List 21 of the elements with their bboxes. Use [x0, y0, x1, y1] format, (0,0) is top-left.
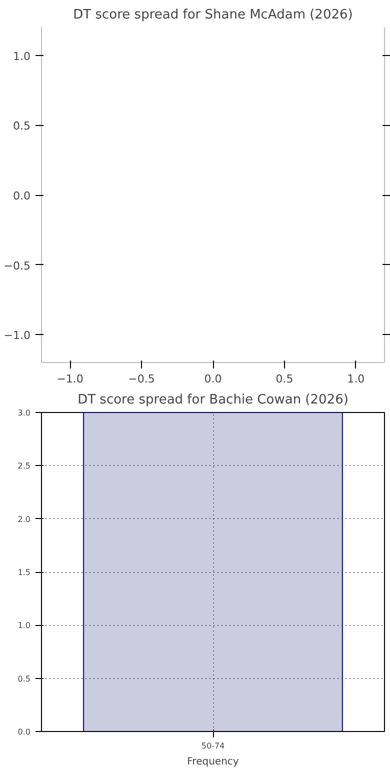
- y-tick-label: 0.5: [18, 674, 31, 684]
- y-tick-label: −1.0: [4, 329, 31, 342]
- y-tick-label: 1.0: [18, 621, 31, 630]
- y-tick-label: −0.5: [4, 259, 31, 272]
- chart-title: DT score spread for Shane McAdam (2026): [73, 8, 353, 22]
- chart-title: DT score spread for Bachie Cowan (2026): [78, 392, 348, 408]
- x-tick-label: 50-74: [201, 742, 225, 750]
- y-tick-label: 0.0: [13, 190, 31, 202]
- y-tick-label: 2.0: [18, 514, 31, 524]
- x-tick-label: 1.0: [347, 372, 365, 386]
- x-tick-label: 0.5: [276, 372, 294, 386]
- x-tick-label: 0.0: [204, 372, 222, 386]
- y-tick-label: 1.0: [13, 50, 31, 63]
- y-tick-label: 0.0: [18, 728, 31, 736]
- x-axis-title: Frequency: [187, 756, 239, 768]
- y-tick-label: 1.5: [18, 568, 31, 577]
- x-tick-label: −0.5: [128, 372, 155, 386]
- y-tick-label: 2.5: [18, 462, 31, 471]
- x-tick-label: −1.0: [56, 372, 84, 386]
- y-tick-label: 0.5: [13, 120, 31, 133]
- y-tick-label: 3.0: [18, 408, 31, 418]
